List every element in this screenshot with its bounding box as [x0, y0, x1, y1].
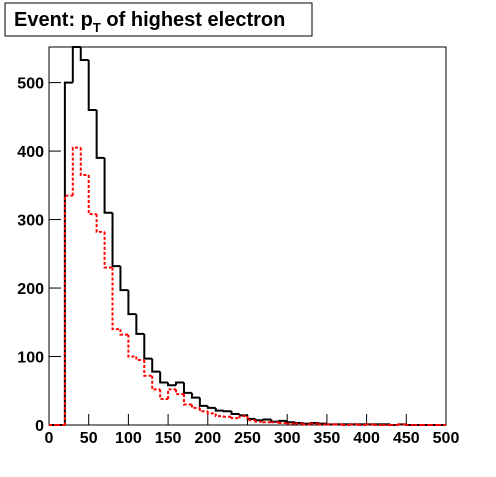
histogram-bin — [71, 146, 81, 196]
histogram-bin — [63, 81, 73, 425]
histogram-bin — [79, 147, 89, 177]
histogram-bin — [230, 411, 240, 416]
x-tick-label: 300 — [274, 430, 301, 447]
histogram-bin — [127, 334, 137, 358]
x-tick-label: 350 — [314, 430, 341, 447]
histogram-bin — [214, 407, 224, 412]
histogram-bin — [278, 421, 288, 424]
histogram-bin — [135, 356, 145, 361]
y-tick-label: 300 — [17, 213, 44, 230]
chart-title: Event: pT of highest electron — [14, 9, 285, 35]
histogram-bin — [365, 423, 375, 426]
y-tick-label: 100 — [17, 350, 44, 367]
histogram-bin — [222, 415, 232, 418]
histogram-bin — [310, 422, 319, 425]
y-tick-label: 200 — [17, 281, 44, 298]
histogram-bin — [302, 423, 312, 426]
histogram-bin — [238, 415, 248, 419]
title-box — [4, 2, 313, 37]
histogram-bin — [127, 290, 137, 316]
histogram-bin — [111, 267, 121, 331]
histogram-bin — [95, 110, 105, 159]
x-tick-label: 100 — [115, 430, 142, 447]
histogram-bin — [182, 394, 192, 406]
histogram-bin — [143, 333, 153, 360]
histogram-bin — [103, 157, 113, 214]
x-tick-label: 500 — [433, 430, 460, 447]
histogram-bin — [262, 421, 272, 424]
histogram-bin — [222, 410, 232, 413]
x-tick-label: 250 — [234, 430, 261, 447]
histogram-bin — [317, 423, 327, 426]
x-tick-label: 50 — [80, 430, 98, 447]
histogram-bin — [397, 423, 407, 426]
histogram-bin — [373, 424, 383, 426]
x-tick-label: 400 — [353, 430, 380, 447]
histogram-bin — [119, 329, 129, 336]
histogram-bin — [167, 382, 177, 387]
histogram-bin — [175, 389, 184, 396]
histogram-bin — [63, 194, 73, 425]
x-tick-label: 150 — [155, 430, 182, 447]
histogram-bin — [135, 314, 145, 335]
histogram-bin — [206, 411, 216, 415]
y-tick-label: 400 — [17, 144, 44, 161]
histogram-bin — [111, 212, 121, 268]
histogram-bin — [286, 422, 296, 425]
histogram-bin — [175, 381, 184, 386]
x-tick-label: 200 — [194, 430, 221, 447]
histogram-bin — [95, 214, 105, 233]
x-tick-label: 450 — [393, 430, 420, 447]
histogram-bin — [103, 231, 113, 269]
histogram-bin — [190, 392, 200, 399]
histogram-bin — [262, 418, 272, 421]
y-tick-label: 0 — [35, 418, 44, 435]
histogram-bin — [159, 371, 169, 384]
histogram-bin — [341, 424, 351, 426]
histogram-bin — [143, 359, 153, 377]
histogram-bin — [190, 404, 200, 409]
histogram-bin — [198, 407, 208, 413]
histogram-bin — [71, 46, 81, 83]
histogram-bin — [349, 423, 359, 426]
title-main: Event: p — [14, 9, 93, 31]
histogram-bin — [278, 419, 288, 422]
histogram-bin — [182, 382, 192, 394]
histogram-bin — [230, 416, 240, 420]
histogram-bin — [151, 358, 161, 373]
histogram-bin — [214, 413, 224, 418]
histogram-bin — [286, 420, 296, 424]
histogram-bin — [357, 424, 367, 426]
x-tick-label: 0 — [45, 430, 54, 447]
histogram-bin — [79, 47, 89, 62]
histogram-bin — [206, 405, 216, 409]
histogram-bin — [246, 416, 256, 422]
histogram-bin — [119, 266, 129, 292]
histogram-bin — [405, 424, 415, 426]
histogram-bin — [198, 397, 208, 407]
title-subscript: T — [93, 20, 101, 35]
histogram-bin — [87, 60, 97, 111]
y-tick-label: 500 — [17, 76, 44, 93]
histogram-bin — [254, 420, 264, 423]
title-rest: of highest electron — [101, 9, 285, 31]
